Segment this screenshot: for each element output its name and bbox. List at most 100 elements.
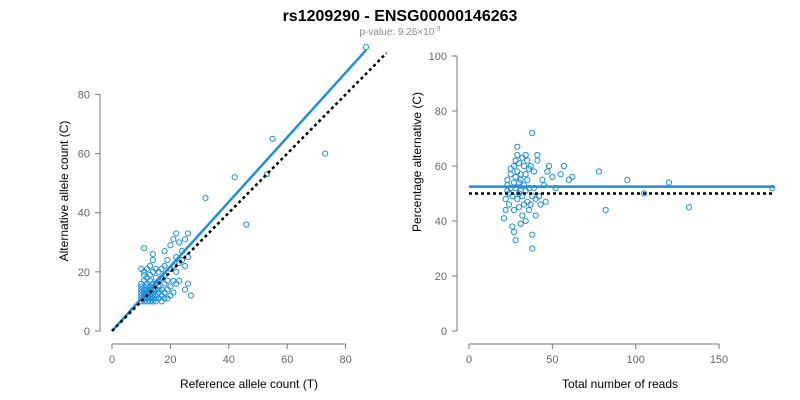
left-data-point xyxy=(170,277,177,284)
right-data-point xyxy=(519,154,526,161)
left-data-point xyxy=(161,295,168,302)
left-data-point xyxy=(161,262,168,270)
right-data-point xyxy=(565,176,573,183)
left-data-point xyxy=(143,274,151,281)
left-data-point xyxy=(184,230,192,237)
right-data-point xyxy=(502,195,509,203)
right-data-point xyxy=(520,162,528,170)
right-data-point xyxy=(522,217,529,225)
right-y-tick-label: 20 xyxy=(435,271,447,283)
right-x-tick-label: 100 xyxy=(626,354,644,366)
right-data-point xyxy=(507,171,514,178)
left-data-point xyxy=(170,289,177,296)
right-data-point xyxy=(524,157,531,164)
right-xaxis-title: Total number of reads xyxy=(562,377,678,391)
left-data-point xyxy=(152,295,159,302)
left-data-point xyxy=(269,135,276,142)
subtitle-prefix: p-value: 9.26×10 xyxy=(359,27,434,38)
left-x-tick-label: 60 xyxy=(281,354,293,366)
right-data-point xyxy=(640,190,648,197)
left-y-tick-label: 60 xyxy=(78,149,90,161)
left-data-point xyxy=(152,265,159,273)
right-data-point xyxy=(545,162,553,170)
right-y-tick-label: 0 xyxy=(441,326,447,338)
left-data-point xyxy=(173,268,180,275)
figure-subtitle: p-value: 9.26×10-3 xyxy=(359,26,440,38)
left-data-point xyxy=(231,174,238,181)
right-data-point xyxy=(519,193,526,200)
right-data-point xyxy=(519,212,526,219)
right-data-point xyxy=(527,162,534,170)
right-data-point xyxy=(539,176,546,183)
left-y-tick-label: 40 xyxy=(78,208,90,220)
right-data-point xyxy=(685,204,693,211)
figure-title: rs1209290 - ENSG00000146263 xyxy=(283,8,518,25)
right-x-tick-label: 50 xyxy=(546,354,558,366)
right-data-point xyxy=(529,245,536,252)
left-y-tick-label: 0 xyxy=(84,326,90,338)
right-data-point xyxy=(514,195,521,203)
right-data-point xyxy=(569,173,576,181)
right-data-point xyxy=(515,160,523,167)
left-data-point xyxy=(149,251,156,258)
left-data-point xyxy=(243,221,250,228)
right-data-point xyxy=(509,223,516,230)
right-x-tick-label: 150 xyxy=(710,354,728,366)
left-data-point xyxy=(158,298,165,305)
right-data-point xyxy=(512,237,519,244)
left-data-point xyxy=(181,236,189,243)
left-data-point xyxy=(322,150,329,157)
right-data-point xyxy=(525,206,533,214)
right-data-point xyxy=(549,173,556,181)
right-x-tick-label: 0 xyxy=(466,354,472,366)
left-data-point xyxy=(164,286,171,293)
left-data-point xyxy=(149,268,156,275)
right-data-point xyxy=(512,157,519,164)
right-yaxis-title: Percentage alternative (C) xyxy=(410,92,424,232)
right-data-point xyxy=(512,173,519,181)
right-y-tick-label: 60 xyxy=(435,161,447,173)
right-data-point xyxy=(510,179,518,186)
left-data-point xyxy=(141,277,148,284)
right-plot-area: 0 50 100 150 0 20 40 60 80 100 xyxy=(429,51,776,366)
right-data-point xyxy=(510,228,518,236)
right-data-point xyxy=(514,143,521,150)
right-data-point xyxy=(527,201,534,208)
left-data-point xyxy=(146,262,154,270)
right-data-point xyxy=(524,176,531,183)
right-y-tick-label: 40 xyxy=(435,216,447,228)
left-data-point xyxy=(158,265,165,273)
left-plot-area: 0 20 40 60 80 0 20 40 60 80 xyxy=(78,44,388,366)
right-y-tick-label: 80 xyxy=(435,106,447,118)
right-data-point xyxy=(602,206,609,214)
left-x-tick-label: 40 xyxy=(223,354,235,366)
left-data-point xyxy=(164,277,171,284)
left-data-point xyxy=(161,289,168,296)
left-data-point xyxy=(143,265,151,273)
right-data-point xyxy=(500,215,508,222)
left-data-point xyxy=(178,256,186,264)
right-data-point xyxy=(560,162,568,170)
left-data-point xyxy=(146,271,154,278)
left-data-point xyxy=(173,230,180,237)
left-data-point xyxy=(146,277,154,284)
left-data-point xyxy=(158,292,165,299)
subtitle-exponent: -3 xyxy=(434,26,440,33)
right-panel: 0 50 100 150 0 20 40 60 80 100 Total number of re… xyxy=(410,51,776,391)
left-data-point xyxy=(181,286,189,293)
left-data-point xyxy=(167,283,174,290)
left-data-point xyxy=(362,44,370,51)
right-data-point xyxy=(532,212,539,219)
right-data-point xyxy=(517,220,524,227)
left-data-point xyxy=(155,286,162,293)
right-data-point xyxy=(522,171,529,178)
right-data-point xyxy=(535,193,543,200)
right-data-point xyxy=(532,195,539,203)
left-data-point xyxy=(167,292,174,299)
right-data-point xyxy=(517,171,524,178)
right-data-point xyxy=(544,168,551,175)
right-data-point xyxy=(504,176,511,183)
right-data-point xyxy=(514,151,521,159)
right-data-point xyxy=(524,198,531,205)
